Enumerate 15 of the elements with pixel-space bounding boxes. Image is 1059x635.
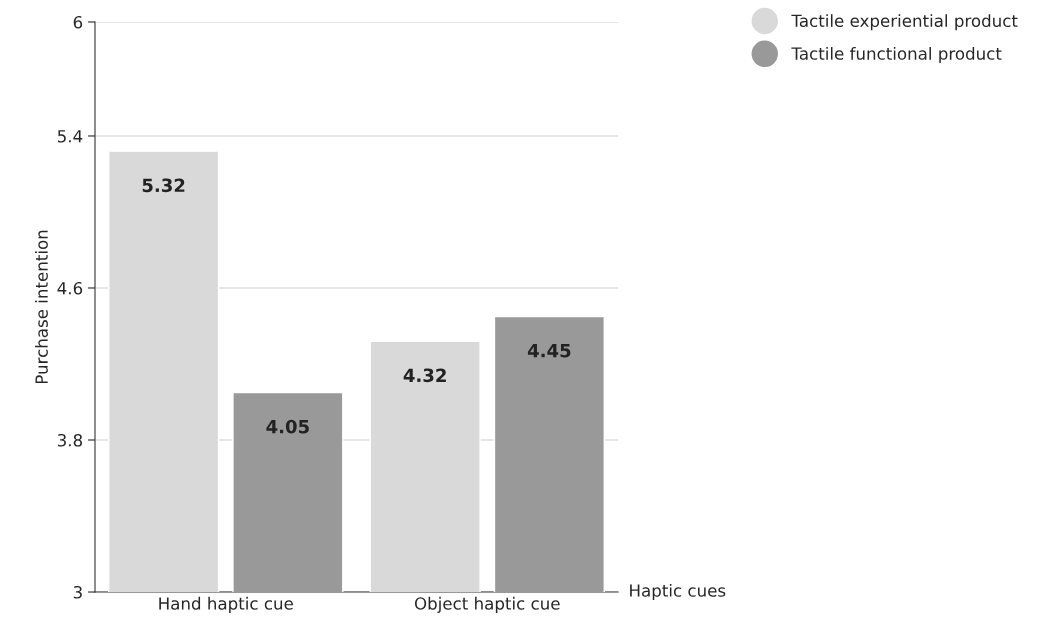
data-label: 4.45 [527, 344, 571, 358]
x-tick-label: Object haptic cue [414, 596, 560, 613]
legend-label: Tactile experiential product [791, 14, 1018, 31]
y-tick-label: 6 [73, 15, 83, 29]
y-tick-label: 4.6 [57, 281, 83, 295]
y-tick-label: 3.8 [57, 433, 83, 447]
y-tick-label: 5.4 [57, 130, 83, 143]
y-axis-title: Purchase intention [35, 230, 48, 384]
data-label: 4.32 [403, 368, 446, 383]
data-label: 4.05 [266, 419, 309, 434]
data-label: 5.32 [142, 178, 185, 193]
x-axis-title: Haptic cues [630, 583, 726, 601]
legend-label: Tactile functional product [791, 46, 1002, 64]
y-tick-label: 3 [73, 585, 82, 599]
x-tick-label: Hand haptic cue [159, 596, 293, 613]
